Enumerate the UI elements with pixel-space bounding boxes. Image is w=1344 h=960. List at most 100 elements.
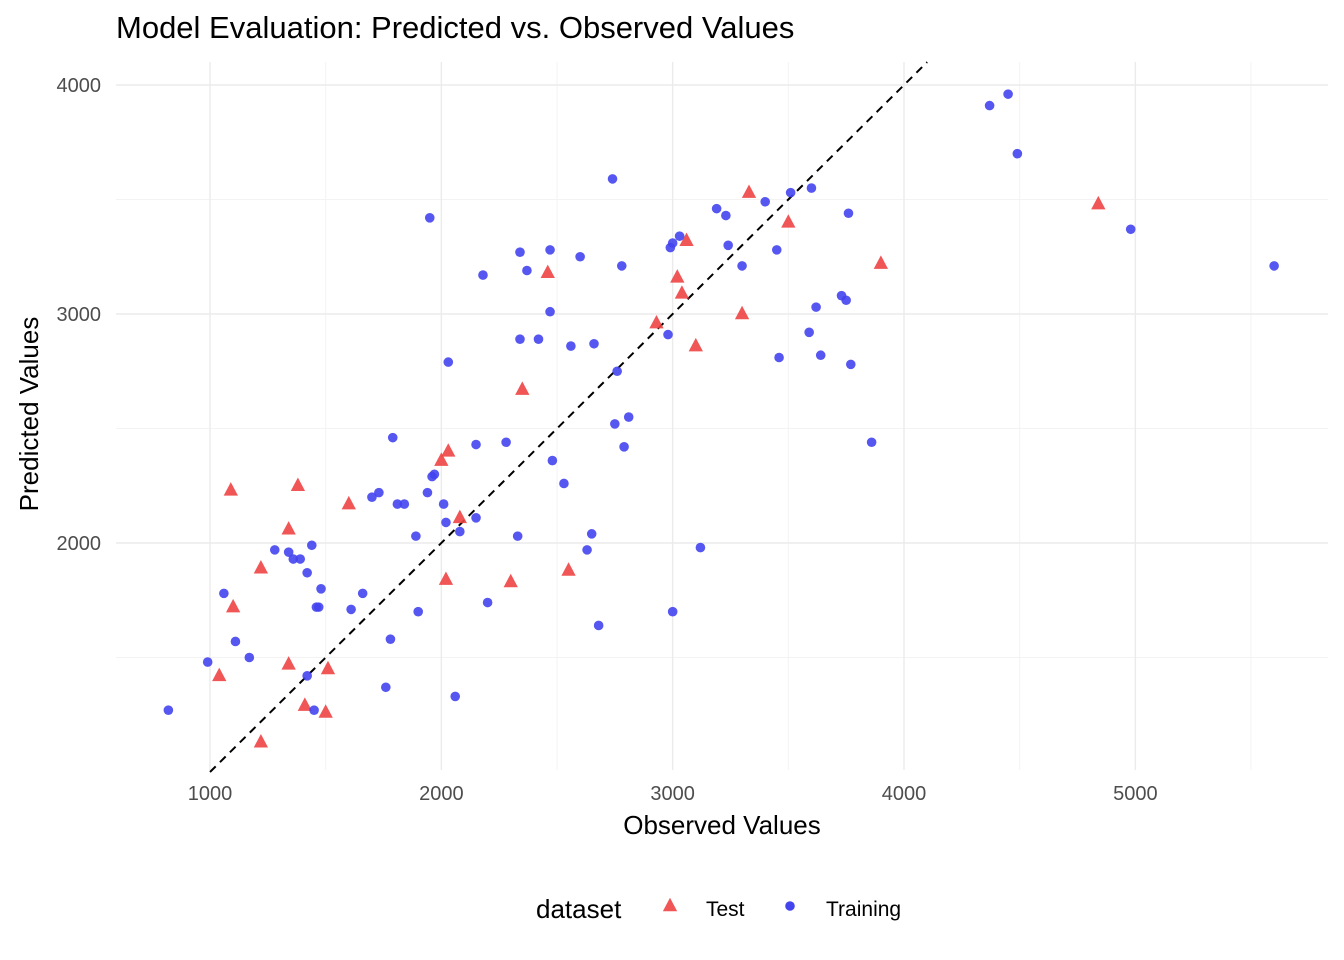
- training-point: [866, 437, 877, 448]
- training-point: [471, 439, 481, 450]
- training-point: [771, 245, 782, 255]
- training-point: [392, 499, 403, 509]
- major-gridlines: [116, 62, 1328, 770]
- training-point: [545, 306, 555, 317]
- training-point: [219, 588, 229, 599]
- training-point: [313, 602, 324, 612]
- training-point: [623, 412, 634, 422]
- test-point: [212, 667, 227, 682]
- training-point: [244, 652, 255, 663]
- training-point: [566, 341, 576, 351]
- training-point: [984, 100, 995, 111]
- test-point: [679, 232, 694, 246]
- test-point: [670, 269, 685, 283]
- training-point: [806, 183, 817, 193]
- test-point: [297, 697, 312, 711]
- training-point: [845, 359, 856, 370]
- training-point: [202, 657, 213, 667]
- x-axis-tick-labels: 1000 2000 3000 4000 5000: [188, 783, 1158, 805]
- training-point: [316, 584, 326, 594]
- test-point: [434, 452, 449, 466]
- training-point: [515, 247, 525, 257]
- training-point: [501, 437, 511, 448]
- training-point: [547, 455, 558, 466]
- training-point: [804, 327, 814, 338]
- test-point: [341, 495, 356, 510]
- training-point: [269, 545, 280, 555]
- test-point: [290, 477, 306, 492]
- training-point: [674, 231, 685, 241]
- training-point: [309, 705, 319, 715]
- test-point: [503, 573, 518, 588]
- training-point: [760, 196, 770, 207]
- training-point: [737, 261, 747, 271]
- training-point: [1269, 261, 1279, 271]
- training-point: [441, 517, 451, 528]
- chart-title: Model Evaluation: Predicted vs. Observed…: [116, 10, 795, 45]
- legend-label-training: Training: [826, 898, 901, 921]
- training-point: [667, 238, 678, 248]
- training-point: [559, 478, 569, 489]
- training-point: [575, 251, 585, 262]
- x-axis-title: Observed Values: [623, 810, 821, 840]
- test-point: [561, 562, 576, 576]
- training-point: [815, 350, 826, 361]
- training-point: [478, 270, 488, 280]
- training-point: [695, 542, 706, 553]
- training-point: [399, 499, 410, 509]
- training-point: [843, 208, 854, 219]
- y-tick-label: 2000: [57, 533, 102, 555]
- test-point: [320, 660, 336, 675]
- test-point: [223, 482, 238, 496]
- test-point: [441, 443, 456, 457]
- training-point: [785, 187, 796, 198]
- training-point: [357, 588, 368, 599]
- training-point: [582, 545, 592, 555]
- test-point: [873, 255, 889, 269]
- y-axis-tick-labels: 2000 3000 4000: [57, 75, 102, 555]
- training-point: [1012, 148, 1023, 159]
- training-point: [512, 531, 523, 541]
- x-tick-label: 2000: [419, 783, 464, 805]
- test-point: [281, 521, 296, 535]
- training-point: [586, 529, 597, 539]
- training-point: [385, 634, 396, 644]
- training-point: [774, 352, 784, 363]
- identity-line: [209, 61, 928, 773]
- training-point: [288, 554, 299, 564]
- legend-label-test: Test: [706, 898, 745, 921]
- legend: dataset Test Training: [536, 894, 901, 924]
- test-point: [1091, 195, 1106, 210]
- training-point: [422, 487, 433, 498]
- test-point: [741, 184, 757, 198]
- legend-key-test: [662, 897, 678, 912]
- training-point: [545, 245, 555, 255]
- training-point: [411, 531, 421, 541]
- training-point: [811, 302, 821, 312]
- training-point: [515, 334, 525, 344]
- y-axis-title: Predicted Values: [14, 317, 44, 512]
- training-point: [346, 604, 356, 615]
- training-point: [612, 366, 622, 377]
- training-point: [387, 432, 398, 443]
- test-point: [540, 264, 555, 279]
- x-tick-label: 3000: [650, 783, 695, 805]
- training-point: [607, 174, 618, 184]
- training-point: [721, 210, 731, 221]
- test-point: [225, 598, 241, 613]
- training-point: [610, 419, 620, 429]
- minor-gridlines: [116, 62, 1328, 770]
- training-point: [471, 513, 481, 523]
- y-tick-label: 4000: [57, 75, 102, 97]
- training-point: [163, 705, 174, 715]
- training-point: [616, 261, 627, 271]
- test-point: [781, 214, 796, 228]
- test-point: [438, 571, 454, 585]
- training-point: [593, 620, 604, 631]
- training-point: [663, 329, 673, 340]
- training-point: [522, 265, 532, 276]
- training-point: [438, 499, 449, 509]
- test-point: [688, 337, 703, 352]
- training-point: [619, 442, 629, 452]
